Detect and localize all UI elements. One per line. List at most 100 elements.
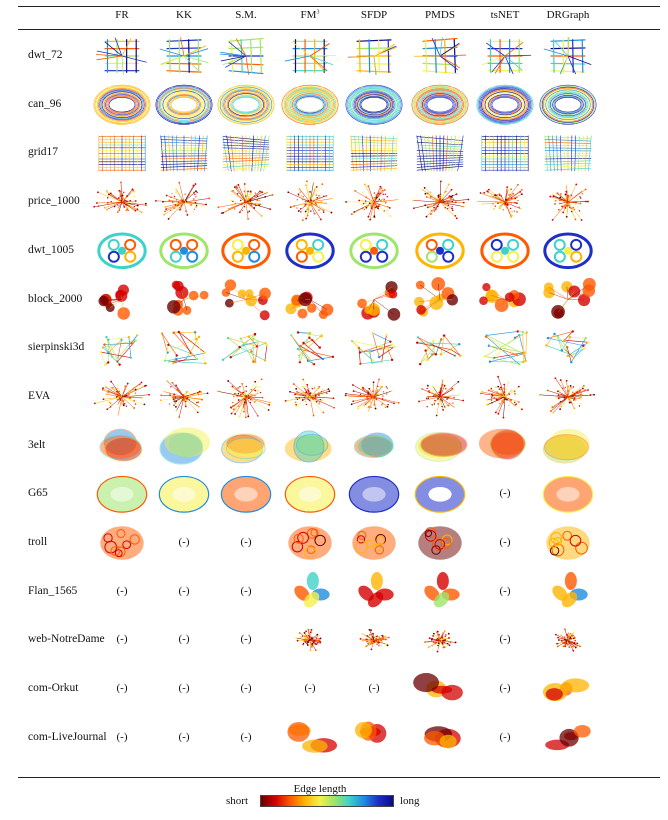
- layout-thumbnail: [543, 277, 596, 319]
- layout-thumbnail: [155, 181, 211, 220]
- layout-thumbnail: [481, 39, 532, 75]
- layout-thumbnail: [543, 37, 592, 75]
- layout-thumbnail: [418, 379, 465, 417]
- layout-thumbnail: [416, 334, 462, 366]
- layout-thumbnail: [350, 331, 396, 366]
- layout-thumbnail: [160, 135, 208, 172]
- layout-thumbnail: [284, 39, 337, 73]
- layout-thumbnail: [353, 432, 394, 459]
- column-header-tsnet: tsNET: [470, 9, 540, 21]
- layout-thumbnail: [220, 475, 272, 513]
- missing-cell: (-): [240, 633, 252, 646]
- column-header-label: SFDP: [360, 9, 388, 21]
- missing-cell: (-): [240, 682, 252, 695]
- layout-thumbnail: [424, 572, 460, 608]
- missing-cell: (-): [368, 682, 380, 695]
- row-label-g65: G65: [28, 487, 48, 500]
- layout-thumbnail: [413, 673, 463, 701]
- layout-thumbnail: [411, 84, 469, 125]
- layout-thumbnail: [93, 181, 147, 214]
- layout-thumbnail: [221, 279, 271, 321]
- missing-cell: (-): [116, 633, 128, 646]
- layout-thumbnail: [418, 526, 462, 560]
- layout-thumbnail: [286, 135, 334, 172]
- layout-thumbnail: [542, 475, 594, 513]
- layout-thumbnail: [478, 428, 527, 461]
- row-label-price-1000: price_1000: [28, 195, 80, 208]
- missing-cell: (-): [240, 730, 252, 743]
- layout-thumbnail: [345, 84, 403, 125]
- layout-thumbnail: [424, 630, 457, 653]
- layout-thumbnail: [414, 277, 458, 317]
- layout-thumbnail: [552, 572, 588, 608]
- row-label-web-notredame: web-NotreDame: [28, 633, 105, 646]
- missing-cell: (-): [116, 730, 128, 743]
- missing-cell: (-): [499, 487, 511, 500]
- row-label-com-livejournal: com-LiveJournal: [28, 730, 107, 743]
- layout-thumbnail: [545, 330, 590, 364]
- layout-thumbnail: [354, 721, 387, 743]
- missing-cell: (-): [304, 682, 316, 695]
- layout-thumbnail: [480, 375, 523, 419]
- layout-thumbnail: [97, 232, 147, 270]
- layout-thumbnail: [345, 183, 400, 221]
- layout-thumbnail: [221, 332, 269, 364]
- row-label-flan-1565: Flan_1565: [28, 584, 78, 597]
- row-label-3elt: 3elt: [28, 438, 46, 451]
- layout-thumbnail: [285, 291, 334, 320]
- layout-thumbnail: [98, 135, 146, 172]
- layout-thumbnail: [287, 721, 338, 753]
- legend-low-label: short: [226, 795, 248, 807]
- row-label-com-orkut: com-Orkut: [28, 682, 79, 695]
- row-label-can-96: can_96: [28, 97, 62, 110]
- layout-thumbnail: [99, 428, 143, 462]
- column-header-label: KK: [176, 9, 192, 21]
- layout-thumbnail: [546, 526, 590, 560]
- column-header-sm: S.M.: [211, 9, 281, 21]
- layout-thumbnail: [159, 427, 211, 465]
- column-header-kk: KK: [149, 9, 219, 21]
- layout-thumbnail: [93, 84, 151, 125]
- missing-cell: (-): [116, 682, 128, 695]
- missing-cell: (-): [178, 536, 190, 548]
- layout-thumbnail: [543, 232, 593, 270]
- layout-thumbnail: [95, 37, 147, 75]
- layout-thumbnail: [413, 37, 467, 75]
- layout-thumbnail: [415, 232, 465, 270]
- layout-thumbnail: [290, 331, 335, 366]
- layout-thumbnail: [288, 526, 332, 560]
- row-label-dwt-1005: dwt_1005: [28, 243, 74, 256]
- layout-thumbnail: [285, 232, 335, 270]
- layout-thumbnail: [284, 378, 336, 417]
- row-label-grid17: grid17: [28, 146, 59, 159]
- layout-thumbnail: [479, 283, 526, 312]
- layout-thumbnail: [347, 39, 398, 75]
- missing-cell: (-): [178, 682, 190, 695]
- layout-thumbnail: [349, 232, 399, 270]
- layout-thumbnail: [481, 135, 529, 172]
- row-label-troll: troll: [28, 536, 48, 548]
- layout-thumbnail: [542, 678, 590, 702]
- layout-thumbnail: [220, 37, 264, 75]
- column-header-label: DRGraph: [546, 9, 590, 21]
- column-header-pmds: PMDS: [405, 9, 475, 21]
- layout-thumbnail: [545, 724, 591, 751]
- layout-thumbnail: [483, 330, 528, 366]
- layout-thumbnail: [476, 84, 534, 125]
- layout-thumbnail: [284, 430, 332, 463]
- layout-thumbnail: [476, 183, 523, 218]
- layout-thumbnail: [411, 180, 470, 220]
- layout-thumbnail: [96, 475, 148, 513]
- column-header-fr: FR: [87, 9, 157, 21]
- missing-cell: (-): [499, 730, 511, 743]
- row-label-dwt-72: dwt_72: [28, 49, 63, 61]
- row-label-sierpinski3d: sierpinski3d: [28, 341, 85, 354]
- layout-thumbnail: [344, 378, 400, 412]
- layout-thumbnail: [538, 377, 596, 415]
- layout-thumbnail: [357, 281, 401, 321]
- column-header-fm3: FM3: [275, 9, 345, 21]
- layout-thumbnail: [99, 333, 139, 367]
- legend-title: Edge length: [293, 783, 347, 795]
- layout-thumbnail: [359, 628, 390, 651]
